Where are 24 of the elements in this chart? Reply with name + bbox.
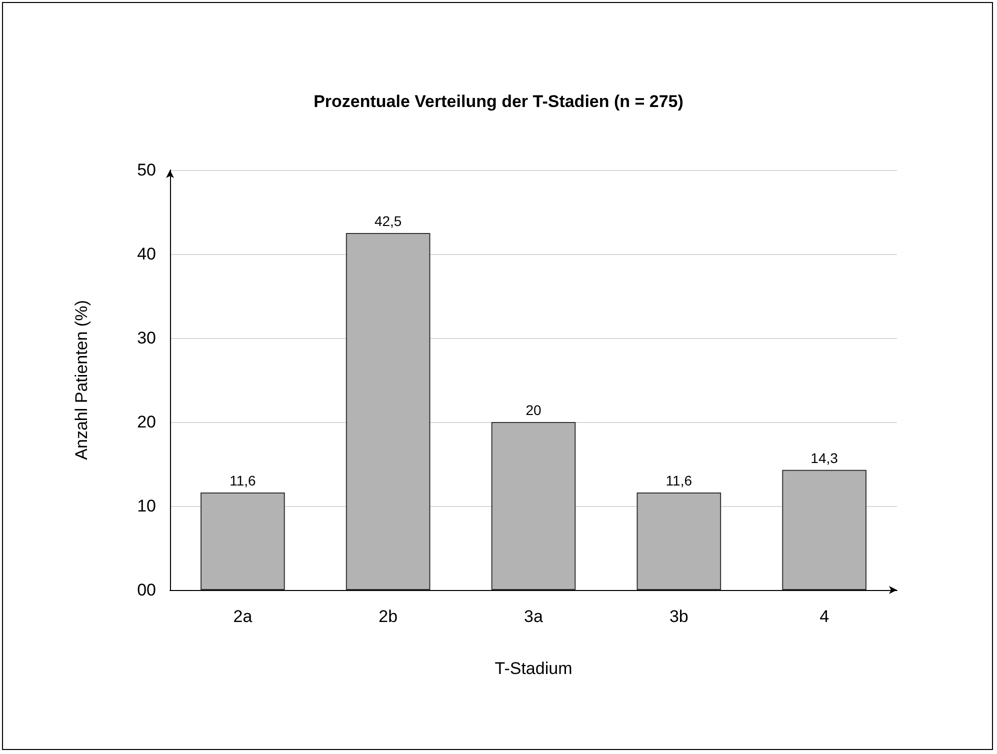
data-label: 11,6 <box>230 472 256 489</box>
chart-title: Prozentuale Verteilung der T-Stadien (n = 275) <box>314 92 684 111</box>
x-tick-label: 3b <box>669 607 688 626</box>
y-tick-label: 00 <box>137 580 156 600</box>
y-tick-label: 10 <box>137 496 156 516</box>
x-axis-title: T-Stadium <box>494 659 572 678</box>
data-label: 42,5 <box>374 213 402 229</box>
x-tick-label: 2b <box>378 607 398 626</box>
y-tick-label: 40 <box>137 244 156 264</box>
x-tick-label: 2a <box>233 607 253 626</box>
x-tick-label: 4 <box>820 607 830 626</box>
y-axis-title: Anzahl Patienten (%) <box>72 300 91 460</box>
y-tick-label: 50 <box>137 160 156 180</box>
y-tick-label: 30 <box>137 328 156 348</box>
bar <box>491 422 576 590</box>
x-tick-label: 3a <box>524 607 544 626</box>
data-label: 14,3 <box>810 450 838 466</box>
bar <box>346 233 430 590</box>
data-label: 11,6 <box>666 472 692 489</box>
bar <box>782 470 866 590</box>
bar <box>200 492 285 590</box>
data-label: 20 <box>526 402 542 418</box>
y-tick-label: 20 <box>137 412 156 432</box>
bar <box>636 492 722 590</box>
